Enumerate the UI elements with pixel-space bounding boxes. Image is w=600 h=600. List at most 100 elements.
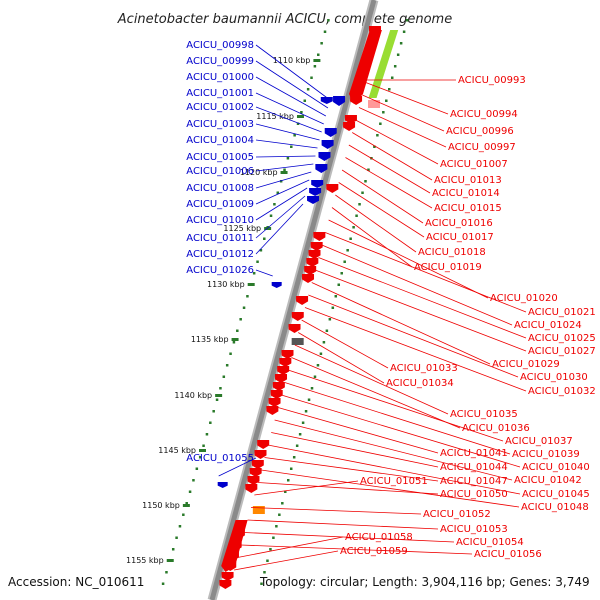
right-callout-line [321, 244, 513, 326]
scale-dot [215, 398, 219, 401]
outer-ring-dot [352, 226, 355, 229]
forward-gene-arrow [344, 115, 357, 124]
outer-ring-dot [328, 318, 332, 321]
right-callout-line [257, 482, 439, 495]
scale-dot [246, 295, 249, 298]
left-gene-label: ACICU_01012 [186, 249, 254, 260]
kbp-tick-mark [166, 559, 174, 562]
right-callout-line [311, 282, 491, 365]
forward-gene-arrow [275, 374, 288, 383]
outer-ring-dot [358, 203, 361, 206]
accession-text: Accession: NC_010611 [8, 575, 144, 589]
forward-gene-arrow [272, 382, 285, 391]
kbp-tick-label: 1150 kbp [142, 501, 180, 510]
scale-dot [232, 341, 236, 344]
reverse-gene-arrow [318, 152, 331, 161]
right-callout-line [247, 519, 439, 530]
left-gene-label: ACICU_01008 [186, 183, 254, 194]
reverse-gene-arrow [321, 140, 334, 149]
rrna-block [368, 30, 399, 98]
right-gene-label: ACICU_00997 [448, 142, 516, 153]
scale-dot [161, 582, 165, 585]
backbone-ring [207, 0, 379, 600]
forward-gene-arrow [270, 390, 283, 399]
outer-ring-dot [272, 536, 275, 539]
right-callout-line [281, 394, 521, 468]
left-gene-label: ACICU_01055 [186, 453, 254, 464]
right-callout-line [325, 232, 527, 313]
outer-ring-dot [313, 375, 317, 378]
reverse-gene-arrow [217, 482, 228, 488]
outer-ring-dot [316, 364, 320, 367]
outer-ring-dot [287, 479, 290, 482]
scale-dot [269, 214, 273, 217]
forward-gene-arrow [257, 440, 270, 449]
left-callout-line [255, 203, 304, 255]
scale-dot [306, 88, 310, 91]
right-callout-line [237, 536, 344, 558]
kbp-tick-mark [247, 283, 255, 286]
left-gene-label: ACICU_01004 [186, 135, 254, 146]
right-gene-label: ACICU_01025 [528, 333, 596, 344]
scale-dot [185, 502, 188, 505]
forward-gene-arrow [266, 406, 279, 415]
scale-dot [293, 134, 296, 137]
outer-ring-dot [278, 513, 281, 516]
right-callout-line [345, 157, 433, 209]
outer-ring-dot [298, 433, 302, 436]
right-callout-line [284, 382, 511, 455]
scale-dot [202, 444, 205, 447]
scale-dot [205, 433, 209, 436]
right-gene-label: ACICU_00994 [450, 109, 518, 120]
scale-dot [239, 318, 242, 321]
scale-dot [182, 513, 185, 516]
right-callout-line [298, 332, 385, 384]
outer-ring-dot [364, 180, 367, 183]
scale-dot [222, 375, 226, 378]
tick-ring [161, 19, 409, 585]
scale-dot [175, 536, 178, 539]
scale-dot [192, 479, 195, 482]
outer-ring-dot [379, 122, 382, 125]
right-gene-label: ACICU_01047 [440, 476, 508, 487]
forward-gene-arrow [308, 250, 321, 259]
outer-ring-dot [260, 582, 263, 585]
forward-gene-arrow [279, 358, 292, 367]
scale-dot [242, 306, 246, 309]
left-callout-line [255, 60, 329, 109]
outer-ring-dot [319, 352, 323, 355]
right-gene-label: ACICU_01044 [440, 462, 508, 473]
right-gene-label: ACICU_01015 [434, 203, 502, 214]
left-gene-label: ACICU_01026 [186, 265, 254, 276]
scale-dot [209, 421, 212, 424]
right-gene-label: ACICU_00993 [458, 75, 526, 86]
left-gene-label: ACICU_01006 [186, 166, 254, 177]
kbp-tick-label: 1110 kbp [273, 56, 311, 65]
outer-ring-dot [331, 306, 335, 309]
left-callout-line [255, 187, 308, 221]
right-callout-line [328, 219, 489, 299]
outer-ring-dot [266, 559, 269, 562]
right-gene-label: ACICU_01024 [514, 320, 582, 331]
left-callout-line [218, 457, 257, 477]
left-callout-line [255, 269, 273, 277]
forward-gene-arrow [288, 324, 301, 333]
left-callout-line [255, 92, 324, 125]
right-callout-line [264, 457, 439, 482]
right-callout-line [308, 294, 519, 378]
scale-dot [188, 490, 192, 493]
right-gene-label: ACICU_00996 [446, 126, 514, 137]
outer-ring-dot [325, 329, 329, 332]
right-callout-line [287, 369, 504, 442]
right-gene-label: ACICU_01035 [450, 409, 518, 420]
kbp-tick-label: 1140 kbp [174, 391, 212, 400]
scale-dot [273, 203, 276, 206]
left-gene-label: ACICU_01011 [186, 233, 254, 244]
right-gene-label: ACICU_01056 [474, 549, 542, 560]
scale-dot [219, 387, 222, 390]
right-gene-label: ACICU_01036 [462, 423, 530, 434]
right-callout-line [277, 407, 439, 454]
outer-ring-dot [361, 191, 364, 194]
scale-dot [236, 329, 239, 332]
right-gene-label: ACICU_01054 [456, 537, 524, 548]
